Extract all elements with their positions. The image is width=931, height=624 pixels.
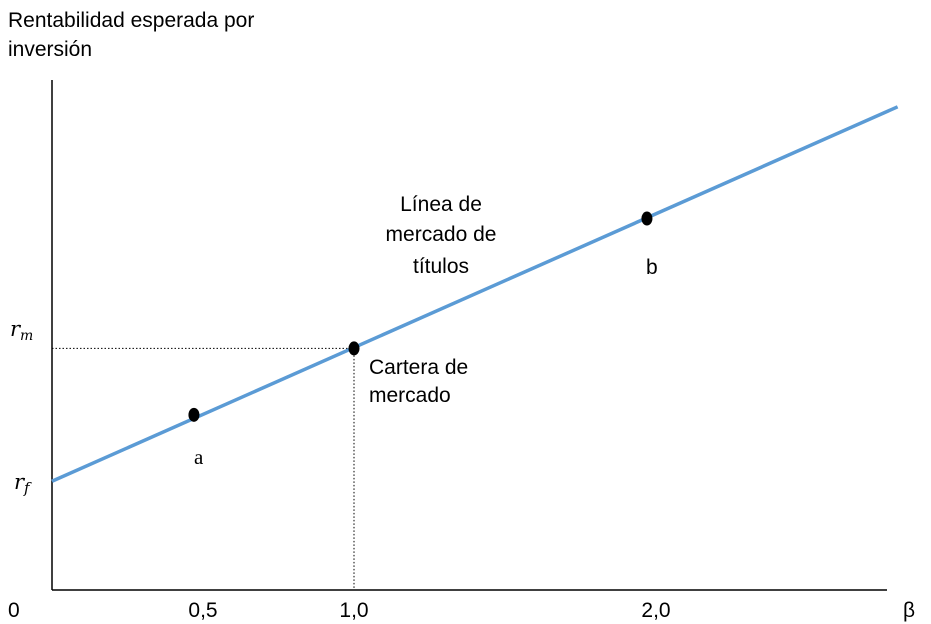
point-market-label-line-1: Cartera de xyxy=(369,356,468,379)
y-tick-rm-sub: m xyxy=(20,328,33,344)
security-market-line xyxy=(51,105,899,483)
point-b-label: b xyxy=(646,256,658,279)
point-a-marker xyxy=(188,407,200,422)
sml-label-line-3: títulos xyxy=(413,255,469,278)
x-tick-label-2-0: 2,0 xyxy=(641,599,670,622)
x-tick-label-0-5: 0,5 xyxy=(188,599,217,622)
point-market-label-line-2: mercado xyxy=(369,384,451,407)
origin-label: 0 xyxy=(8,599,20,622)
x-axis-title: β xyxy=(903,599,915,622)
y-tick-label-rm: rm xyxy=(10,317,33,344)
sml-label-line-2: mercado de xyxy=(386,223,497,246)
x-tick-label-1-0: 1,0 xyxy=(339,599,368,622)
point-b-marker xyxy=(641,211,653,226)
y-tick-rf-sub: f xyxy=(23,479,32,497)
y-tick-rf-main: r xyxy=(14,470,26,494)
point-a-label: a xyxy=(194,445,204,469)
y-axis-title-line-2: inversión xyxy=(8,38,92,61)
sml-label-line-1: Línea de xyxy=(400,193,482,216)
y-tick-rm-main: r xyxy=(10,317,22,341)
point-market-marker xyxy=(348,341,360,356)
y-tick-label-rf: rf xyxy=(14,470,32,497)
y-axis-title-line-1: Rentabilidad esperada por xyxy=(8,9,254,32)
